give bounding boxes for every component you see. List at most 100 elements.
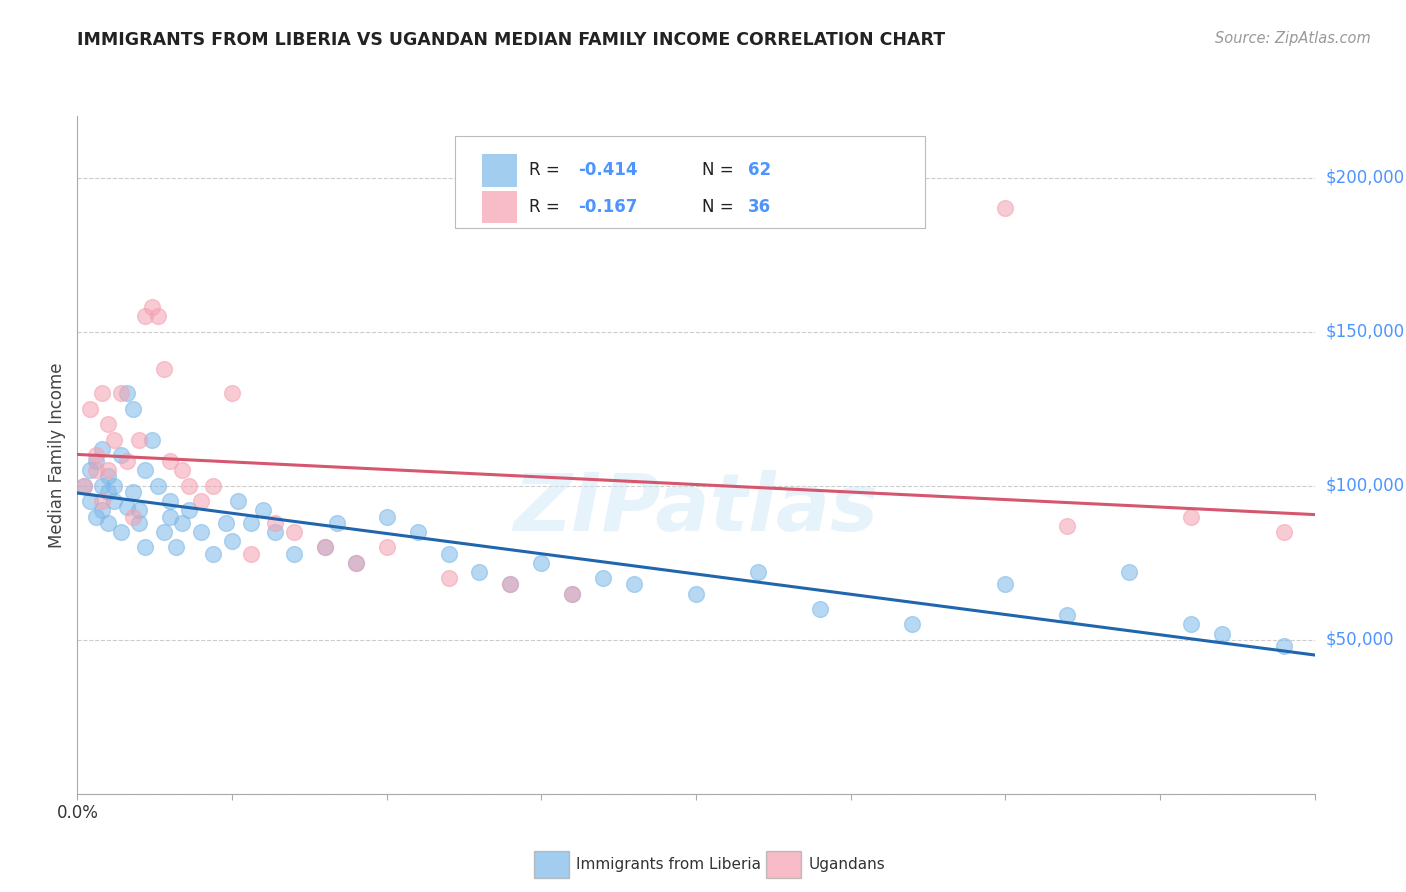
Point xyxy=(314,541,336,555)
Point xyxy=(128,516,150,530)
Point xyxy=(159,494,181,508)
Text: R =: R = xyxy=(529,161,565,179)
Point xyxy=(97,484,120,499)
Text: N =: N = xyxy=(702,198,740,216)
Point xyxy=(468,565,491,579)
Point xyxy=(1056,608,1078,623)
Point xyxy=(97,463,120,477)
Point xyxy=(146,310,169,324)
Point xyxy=(561,586,583,600)
Point xyxy=(326,516,349,530)
Text: Ugandans: Ugandans xyxy=(808,857,886,871)
Point xyxy=(561,586,583,600)
Text: Immigrants from Liberia: Immigrants from Liberia xyxy=(576,857,762,871)
Point xyxy=(159,509,181,524)
Point xyxy=(122,484,145,499)
Point xyxy=(283,524,305,539)
Point xyxy=(91,494,114,508)
Point xyxy=(437,571,460,585)
Text: 36: 36 xyxy=(748,198,770,216)
Point xyxy=(344,556,367,570)
Point xyxy=(97,417,120,431)
Point xyxy=(153,361,176,376)
Y-axis label: Median Family Income: Median Family Income xyxy=(48,362,66,548)
Point xyxy=(122,509,145,524)
Point xyxy=(128,503,150,517)
Text: R =: R = xyxy=(529,198,565,216)
Point xyxy=(314,541,336,555)
Point xyxy=(685,586,707,600)
Point xyxy=(215,516,238,530)
Point xyxy=(499,577,522,591)
Point xyxy=(134,541,156,555)
Point xyxy=(153,524,176,539)
Point xyxy=(134,310,156,324)
Point xyxy=(375,541,398,555)
Point xyxy=(1180,617,1202,632)
Point xyxy=(91,386,114,401)
Point xyxy=(406,524,429,539)
Point xyxy=(110,386,132,401)
FancyBboxPatch shape xyxy=(454,136,925,227)
Text: $100,000: $100,000 xyxy=(1326,476,1405,495)
Point xyxy=(84,463,107,477)
Point xyxy=(221,534,243,549)
Point xyxy=(592,571,614,585)
Point xyxy=(122,401,145,416)
Point xyxy=(264,516,287,530)
Point xyxy=(1056,518,1078,533)
Point xyxy=(115,500,138,515)
Text: N =: N = xyxy=(702,161,740,179)
Point xyxy=(177,479,200,493)
Text: $50,000: $50,000 xyxy=(1326,631,1395,648)
Point xyxy=(344,556,367,570)
Text: $150,000: $150,000 xyxy=(1326,323,1405,341)
Point xyxy=(103,494,125,508)
Point xyxy=(1272,639,1295,653)
Point xyxy=(110,524,132,539)
Text: IMMIGRANTS FROM LIBERIA VS UGANDAN MEDIAN FAMILY INCOME CORRELATION CHART: IMMIGRANTS FROM LIBERIA VS UGANDAN MEDIA… xyxy=(77,31,945,49)
Text: 62: 62 xyxy=(748,161,770,179)
Bar xyxy=(482,191,516,223)
Point xyxy=(91,479,114,493)
Point xyxy=(84,454,107,468)
Point xyxy=(165,541,187,555)
Point xyxy=(134,463,156,477)
Point xyxy=(190,524,212,539)
Point xyxy=(994,202,1017,216)
Point xyxy=(221,386,243,401)
Point xyxy=(115,386,138,401)
Point xyxy=(283,547,305,561)
Point xyxy=(72,479,94,493)
Point xyxy=(530,556,553,570)
Point xyxy=(84,448,107,462)
Point xyxy=(264,524,287,539)
Point xyxy=(103,479,125,493)
Point xyxy=(172,463,194,477)
Point xyxy=(239,516,262,530)
Point xyxy=(115,454,138,468)
Bar xyxy=(482,154,516,186)
Point xyxy=(1180,509,1202,524)
Point xyxy=(623,577,645,591)
Point xyxy=(226,494,249,508)
Point xyxy=(128,433,150,447)
Point xyxy=(141,433,163,447)
Point xyxy=(141,300,163,314)
Point xyxy=(72,479,94,493)
Text: -0.414: -0.414 xyxy=(578,161,638,179)
Point xyxy=(1118,565,1140,579)
Text: ZIPatlas: ZIPatlas xyxy=(513,470,879,549)
Point xyxy=(97,516,120,530)
Point xyxy=(190,494,212,508)
Point xyxy=(901,617,924,632)
Point xyxy=(79,401,101,416)
Point xyxy=(159,454,181,468)
Point xyxy=(172,516,194,530)
Point xyxy=(146,479,169,493)
Text: -0.167: -0.167 xyxy=(578,198,638,216)
Point xyxy=(994,577,1017,591)
Point xyxy=(747,565,769,579)
Point xyxy=(202,547,225,561)
Point xyxy=(79,463,101,477)
